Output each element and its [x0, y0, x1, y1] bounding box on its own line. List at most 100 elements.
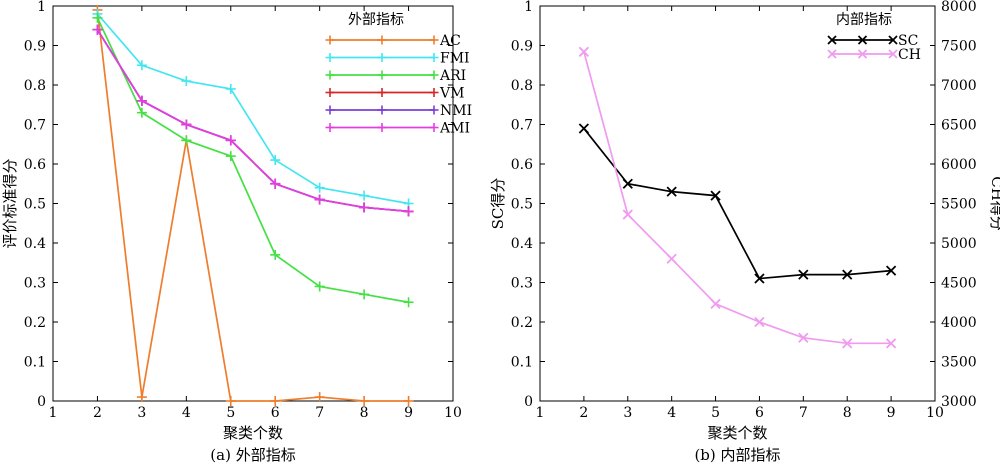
x-tick-label: 8: [360, 405, 369, 421]
y2-tick-label: 5000: [941, 236, 977, 252]
x-tick-label: 3: [137, 405, 146, 421]
x-tick-label: 6: [271, 405, 280, 421]
series-line-ac: [96, 9, 409, 402]
series-nmi: [92, 24, 414, 217]
series-ch: [578, 46, 897, 349]
x-tick-label: 5: [711, 405, 720, 421]
series-ari: [92, 12, 414, 308]
y-tick-label: 0: [37, 394, 46, 410]
x-tick-label: 5: [226, 405, 235, 421]
y-tick-label: 0.8: [24, 78, 46, 94]
x-axis-title: 聚类个数: [707, 424, 767, 442]
chart-panel-external: 1 2 3 4 5 6 7 8 9 10 0 0.1 0.2 0.3 0.4 0.5 0.6 0.7 0.8 0.9 1…: [1, 0, 472, 464]
y-axis-title: SC得分: [489, 178, 507, 230]
series-line-sc: [583, 127, 892, 280]
y-tick-label: 0.1: [24, 355, 46, 371]
legend-label: CH: [898, 47, 921, 63]
legend-label: AMI: [439, 121, 470, 137]
legend-label: SC: [898, 33, 918, 49]
legend-entry-sc: SC: [827, 33, 918, 49]
y-tick-label: 1: [37, 0, 46, 15]
y-tick-label: 0.4: [511, 236, 533, 252]
data-point-sc-d2: [885, 265, 897, 276]
y2-tick-label: 5500: [941, 197, 977, 213]
series-ami: [92, 24, 414, 217]
legend-label: FMI: [440, 51, 470, 67]
x-tick-label: 1: [49, 405, 58, 421]
y2-tick-label: 7500: [941, 39, 977, 55]
series-line-ari: [96, 17, 409, 304]
legend-label: AC: [439, 33, 461, 49]
x-tick-label: 9: [887, 405, 896, 421]
data-point-ch-d2: [710, 298, 721, 309]
y2-tick-label: 3000: [941, 394, 977, 410]
x-tick-label: 10: [444, 405, 462, 421]
y-tick-label: 0.9: [511, 39, 533, 55]
y-tick-label: 0.7: [511, 118, 533, 134]
y-tick-label: 0.5: [24, 197, 46, 213]
y-tick-label: 0.3: [511, 276, 533, 292]
data-point-ch-d2: [754, 316, 765, 328]
y-tick-label: 0.1: [511, 355, 533, 371]
y-tick-label: 0.3: [24, 276, 46, 292]
y2-tick-label: 6000: [941, 157, 977, 173]
x-tick-label: 7: [315, 405, 324, 421]
x-tick-label: 9: [404, 405, 413, 421]
data-point-ch-d2: [578, 46, 590, 57]
legend-entry-fmi: FMI: [325, 51, 470, 67]
y-tick-label: 0.6: [511, 157, 533, 173]
x-tick-label: 7: [799, 405, 808, 421]
y-tick-label: 0.4: [24, 236, 46, 252]
legend-entry-vm: VM: [325, 86, 464, 102]
legend-entry-ari: ARI: [325, 68, 466, 84]
legend-entry-ac: AC: [325, 33, 461, 49]
x-tick-label: 10: [926, 405, 944, 421]
plot-frame: [539, 5, 936, 402]
y-tick-label: 0.6: [24, 157, 46, 173]
legend-label: VM: [439, 86, 464, 102]
legend-entry-ami: AMI: [325, 121, 470, 137]
series-line-ch: [583, 51, 892, 345]
legend-marker-d2: [857, 49, 868, 59]
y-tick-label: 0.5: [511, 197, 533, 213]
legend-entry-nmi: NMI: [325, 103, 472, 119]
y2-tick-label: 4000: [941, 315, 977, 331]
legend-title: 外部指标: [348, 12, 404, 28]
data-point-sc-d2: [798, 269, 809, 280]
y2-tick-label: 4500: [941, 276, 977, 292]
legend-marker-d2: [827, 49, 837, 59]
y2-tick-label: 3500: [941, 355, 977, 371]
legend-marker-d2: [888, 49, 898, 59]
x-axis-title: 聚类个数: [223, 424, 283, 442]
data-point-sc-d2: [666, 186, 677, 197]
y2-tick-label: 6500: [941, 118, 977, 134]
series-vm: [92, 24, 414, 217]
y-tick-label: 0.2: [24, 315, 46, 331]
y-axis-title: 评价标准得分: [1, 158, 19, 248]
data-point-sc-d2: [754, 273, 765, 284]
x-tick-label: 8: [843, 405, 852, 421]
series-fmi: [92, 8, 414, 209]
legend-label: NMI: [440, 103, 472, 119]
y-tick-label: 0.7: [24, 118, 46, 134]
data-point-ch-d2: [842, 338, 853, 349]
chart-panel-internal: 1 2 3 4 5 6 7 8 9 10 0 0.1 0.2 0.3 0.4 0.5 0.6 0.7 0.8 0.9 1…: [489, 0, 1000, 464]
x-tick-label: 1: [536, 405, 545, 421]
x-tick-label: 3: [623, 405, 632, 421]
data-point-sc-d2: [622, 178, 633, 189]
legend-marker-d2: [857, 35, 868, 45]
y-tick-label: 0.9: [24, 39, 46, 55]
panel-caption: (b) 内部指标: [694, 446, 780, 464]
x-tick-label: 4: [182, 405, 191, 421]
legend-title: 内部指标: [836, 12, 892, 28]
legend-marker-d2: [888, 35, 898, 45]
legend-marker-d2: [827, 35, 837, 45]
y-tick-label: 0.2: [511, 315, 533, 331]
y-tick-label: 1: [524, 0, 533, 15]
data-point-sc-d2: [710, 190, 721, 201]
x-tick-label: 6: [755, 405, 764, 421]
series-line-ami: [96, 29, 409, 213]
